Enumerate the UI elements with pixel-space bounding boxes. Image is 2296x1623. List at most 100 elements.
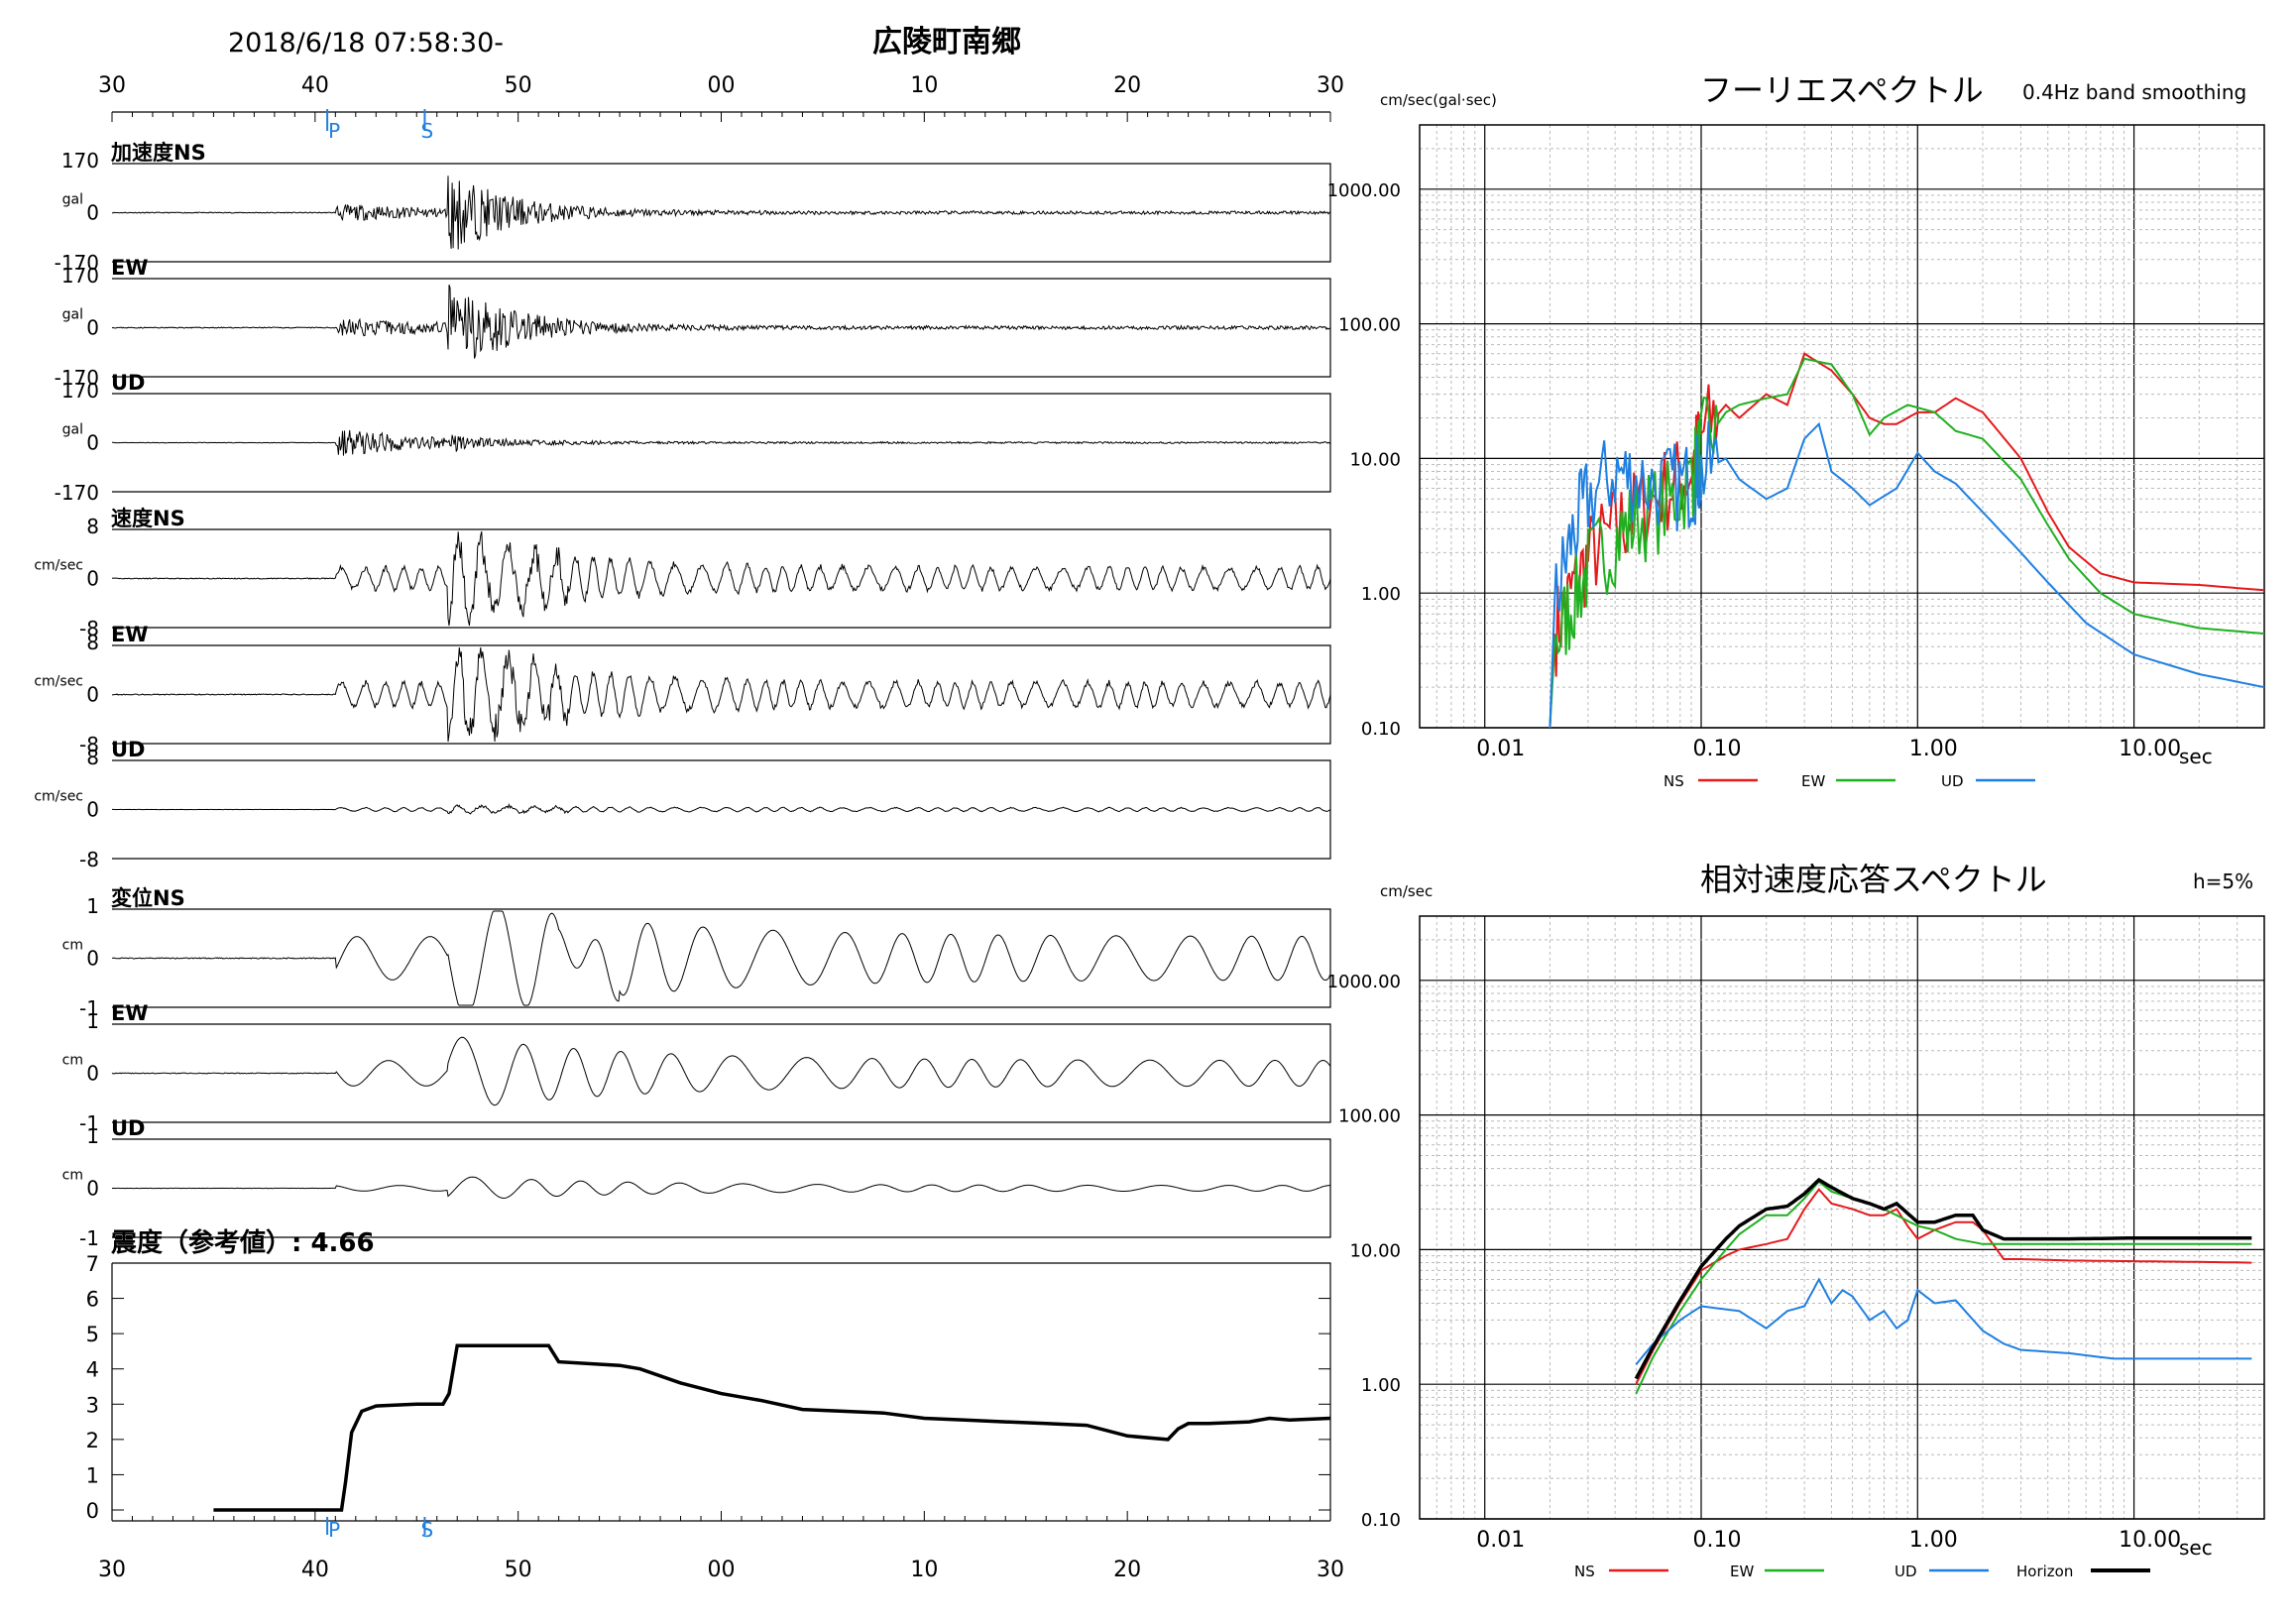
y-zero-label: 0 [86,201,99,225]
y-min-label: -1 [79,1226,99,1250]
x-tick-label: 10.00 [2119,1528,2181,1553]
p-marker-label: P [328,1518,340,1542]
unit-label: cm/sec [34,558,83,574]
unit-label: cm/sec [34,789,83,805]
y-min-label: -8 [79,617,99,640]
unit-label: cm [62,938,83,954]
time-tick-label: 30 [98,1558,126,1582]
y-max-label: 1 [86,894,99,918]
unit-label: cm [62,1053,83,1069]
waveform-panel-vel-ns: 速度NS 8 0 -8 cm/sec [34,507,1331,640]
waveform-trace [111,1036,1331,1106]
intensity-line [213,1343,1331,1512]
chart-subtitle: 0.4Hz band smoothing [2022,80,2246,104]
y-zero-label: 0 [86,316,99,340]
waveform-trace [111,910,1331,1006]
time-tick-label: 50 [505,1558,532,1582]
chart-title: フーリエスペクトル [1700,71,1984,109]
panel-title: UD [111,371,145,395]
s-marker-label: S [420,1518,433,1542]
y-tick-label: 1.00 [1361,1375,1401,1396]
panel-title: EW [111,256,149,280]
time-tick-label: 00 [708,73,736,98]
time-tick-label: 00 [708,1558,736,1582]
y-tick-label: 10.00 [1349,1240,1401,1261]
legend-label: UD [1894,1563,1917,1580]
waveform-panel-vel-ud: UD 8 0 -8 cm/sec [34,738,1331,871]
panel-title: 加速度NS [110,141,206,165]
waveform-trace [111,802,1331,815]
y-tick-label: 1000.00 [1327,972,1401,992]
y-min-label: -8 [79,733,99,756]
waveform-panel-acc-ns: 加速度NS 170 0 -170 gal [55,141,1331,275]
plot-frame [1419,915,2265,1520]
waveform-trace [111,646,1331,743]
header-station: 広陵町南郷 [872,25,1021,59]
waveform-panel-vel-ew: EW 8 0 -8 cm/sec [34,623,1331,756]
x-tick-label: 10.00 [2119,737,2181,761]
intensity-tick-label: 3 [86,1393,99,1417]
unit-label: gal [62,422,83,438]
y-max-label: 8 [86,631,99,654]
y-zero-label: 0 [86,1177,99,1201]
y-max-label: 1 [86,1124,99,1148]
panel-title: UD [111,738,145,761]
header-datetime: 2018/6/18 07:58:30- [228,28,504,58]
panel-frame [112,1138,1331,1238]
y-min-label: -170 [55,366,99,390]
y-zero-label: 0 [86,947,99,971]
y-max-label: 170 [61,149,99,173]
panel-title: EW [111,1001,149,1025]
legend-label: UD [1941,772,1964,790]
y-max-label: 8 [86,515,99,538]
time-tick-label: 40 [301,73,329,98]
y-zero-label: 0 [86,431,99,455]
panel-frame [112,528,1331,629]
waveform-trace [111,175,1331,250]
y-tick-label: 0.10 [1361,719,1401,740]
series-line-horizon [1634,1177,2252,1380]
time-tick-label: 50 [505,73,532,98]
waveform-panel-dis-ew: EW 1 0 -1 cm [62,1001,1331,1135]
x-tick-label: 1.00 [1909,737,1958,761]
time-tick-label: 30 [1317,1558,1344,1582]
unit-label: gal [62,307,83,323]
y-tick-label: 0.10 [1361,1510,1401,1531]
y-unit-label: cm/sec [1380,882,1433,900]
waveform-trace [112,429,1331,456]
legend-label: EW [1801,772,1825,790]
chart-subtitle: h=5% [2193,869,2253,893]
y-tick-label: 1.00 [1361,584,1401,605]
y-zero-label: 0 [86,683,99,707]
panel-frame [112,278,1331,378]
x-tick-label: 0.10 [1693,737,1742,761]
waveform-panel-acc-ew: EW 170 0 -170 gal [55,256,1331,390]
y-unit-label: cm/sec(gal·sec) [1380,91,1497,109]
intensity-title: 震度（参考値）: 4.66 [111,1227,375,1258]
series-line-ud [1635,1277,2252,1366]
y-min-label: -1 [79,996,99,1020]
y-tick-label: 10.00 [1349,449,1401,470]
time-tick-label: 20 [1113,73,1141,98]
s-marker-label: S [420,119,433,143]
y-max-label: 170 [61,264,99,288]
intensity-tick-label: 6 [86,1288,99,1312]
series-line-ew [1635,1180,2252,1395]
y-tick-label: 1000.00 [1327,180,1401,201]
time-tick-label: 20 [1113,1558,1141,1582]
y-min-label: -8 [79,848,99,871]
panel-title: UD [111,1116,145,1140]
intensity-frame [112,1262,1331,1520]
y-zero-label: 0 [86,798,99,822]
legend-label: Horizon [2016,1563,2073,1580]
waveform-panel-dis-ud: UD 1 0 -1 cm [62,1116,1331,1250]
x-tick-label: 0.01 [1476,737,1525,761]
panel-frame [112,1023,1331,1123]
intensity-tick-label: 4 [86,1358,99,1382]
panel-title: 速度NS [111,507,185,530]
legend-label: NS [1574,1563,1595,1580]
panel-title: EW [111,623,149,646]
unit-label: cm [62,1168,83,1184]
panel-frame [112,908,1331,1008]
